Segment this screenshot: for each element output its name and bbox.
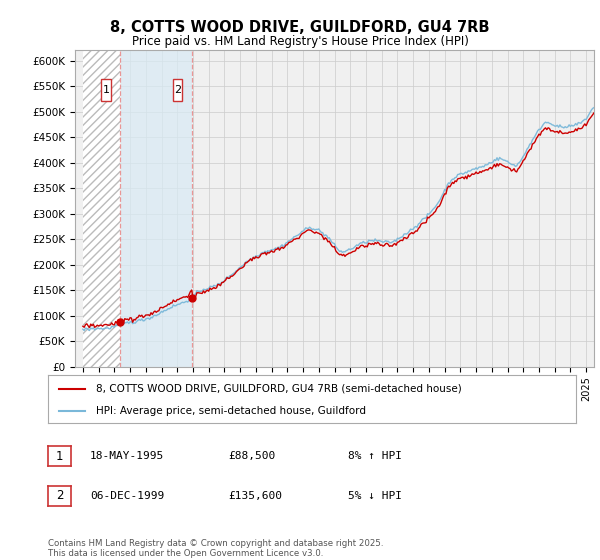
Text: Contains HM Land Registry data © Crown copyright and database right 2025.
This d: Contains HM Land Registry data © Crown c… [48, 539, 383, 558]
Text: 2: 2 [174, 85, 181, 95]
Text: 8, COTTS WOOD DRIVE, GUILDFORD, GU4 7RB (semi-detached house): 8, COTTS WOOD DRIVE, GUILDFORD, GU4 7RB … [95, 384, 461, 394]
Text: £88,500: £88,500 [228, 451, 275, 461]
Text: 5% ↓ HPI: 5% ↓ HPI [348, 491, 402, 501]
Text: 1: 1 [103, 85, 109, 95]
Text: 06-DEC-1999: 06-DEC-1999 [90, 491, 164, 501]
Text: Price paid vs. HM Land Registry's House Price Index (HPI): Price paid vs. HM Land Registry's House … [131, 35, 469, 48]
Text: 2: 2 [56, 489, 63, 502]
Text: 18-MAY-1995: 18-MAY-1995 [90, 451, 164, 461]
Text: 8, COTTS WOOD DRIVE, GUILDFORD, GU4 7RB: 8, COTTS WOOD DRIVE, GUILDFORD, GU4 7RB [110, 20, 490, 35]
Text: 8% ↑ HPI: 8% ↑ HPI [348, 451, 402, 461]
Text: HPI: Average price, semi-detached house, Guildford: HPI: Average price, semi-detached house,… [95, 406, 365, 416]
Text: 1: 1 [56, 450, 63, 463]
FancyBboxPatch shape [101, 79, 111, 101]
FancyBboxPatch shape [173, 79, 182, 101]
Text: £135,600: £135,600 [228, 491, 282, 501]
